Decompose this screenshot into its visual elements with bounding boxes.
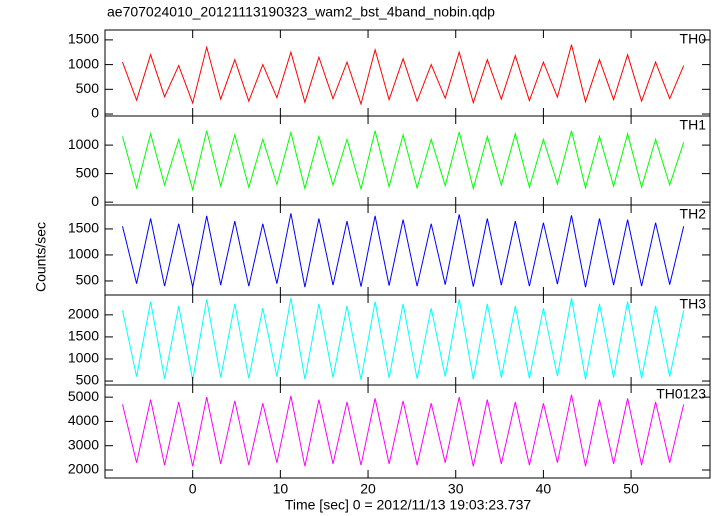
y-axis-label: Counts/sec	[33, 222, 49, 292]
panel-label: TH0	[680, 31, 707, 47]
y-tick-label: 1000	[68, 350, 99, 366]
x-tick-label: 0	[189, 481, 197, 497]
series-line	[122, 130, 685, 192]
y-tick-label: 0	[91, 105, 99, 121]
chart-title: ae707024010_20121113190323_wam2_bst_4ban…	[107, 4, 495, 20]
panel-frame	[104, 384, 711, 479]
y-tick-label: 1000	[68, 136, 99, 152]
y-tick-label: 1500	[68, 31, 99, 47]
panel-label: TH2	[680, 206, 707, 222]
y-tick-label: 500	[76, 272, 100, 288]
series-line	[122, 44, 685, 106]
y-tick-label: 1500	[68, 328, 99, 344]
panel-frame	[104, 115, 711, 206]
y-tick-label: 500	[76, 164, 100, 180]
panel-label: TH0123	[656, 386, 706, 402]
panel-label: TH1	[680, 117, 707, 133]
x-tick-label: 30	[448, 481, 464, 497]
y-tick-label: 1000	[68, 55, 99, 71]
y-tick-label: 2000	[68, 461, 99, 477]
series-line	[122, 213, 685, 288]
y-tick-label: 4000	[68, 412, 99, 428]
y-tick-label: 3000	[68, 436, 99, 452]
x-tick-label: 10	[273, 481, 289, 497]
series-line	[122, 394, 685, 467]
y-tick-label: 1000	[68, 246, 99, 262]
series-line	[122, 298, 685, 381]
y-tick-label: 2000	[68, 306, 99, 322]
y-tick-label: 1500	[68, 220, 99, 236]
x-tick-label: 20	[360, 481, 376, 497]
y-tick-label: 500	[76, 80, 100, 96]
panel-frame	[104, 204, 711, 296]
y-tick-label: 0	[91, 193, 99, 209]
y-tick-label: 5000	[68, 388, 99, 404]
panel-frame	[104, 294, 711, 386]
x-axis-label: Time [sec] 0 = 2012/11/13 19:03:23.737	[285, 497, 532, 513]
y-tick-label: 500	[76, 372, 100, 388]
x-tick-label: 50	[623, 481, 639, 497]
x-tick-label: 40	[536, 481, 552, 497]
panel-label: TH3	[680, 296, 707, 312]
